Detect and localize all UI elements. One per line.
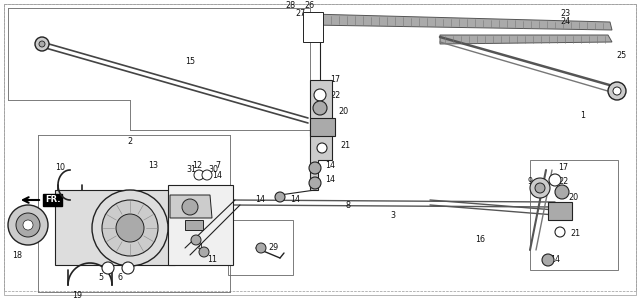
Circle shape [530, 178, 550, 198]
Text: 12: 12 [192, 161, 202, 170]
Text: 15: 15 [185, 57, 195, 66]
Bar [530, 160, 618, 270]
Circle shape [613, 87, 621, 95]
Text: 17: 17 [558, 164, 568, 173]
Text: 10: 10 [55, 164, 65, 173]
Circle shape [23, 220, 33, 230]
Circle shape [608, 82, 626, 100]
Circle shape [317, 143, 327, 153]
Text: 22: 22 [558, 178, 568, 187]
Text: 25: 25 [616, 51, 627, 60]
Text: 20: 20 [568, 193, 578, 202]
Text: 21: 21 [340, 141, 350, 150]
Circle shape [313, 101, 327, 115]
Text: 22: 22 [330, 91, 340, 100]
Circle shape [194, 170, 204, 180]
Circle shape [309, 162, 321, 174]
Circle shape [39, 41, 45, 47]
Text: 26: 26 [304, 1, 314, 10]
Bar [168, 185, 233, 265]
Circle shape [16, 213, 40, 237]
Text: 31: 31 [186, 166, 196, 175]
Text: 14: 14 [290, 196, 300, 205]
Text: 30: 30 [208, 166, 218, 175]
Circle shape [122, 262, 134, 274]
Text: 6: 6 [118, 274, 123, 283]
Text: 11: 11 [207, 256, 217, 265]
Circle shape [35, 37, 49, 51]
Circle shape [535, 183, 545, 193]
Text: 16: 16 [475, 236, 485, 245]
Text: 8: 8 [345, 201, 350, 210]
Text: 1: 1 [580, 111, 585, 120]
Text: 23: 23 [560, 10, 570, 19]
Text: FR.: FR. [45, 196, 61, 205]
Circle shape [555, 227, 565, 237]
Circle shape [102, 200, 158, 256]
Text: 14: 14 [255, 196, 265, 205]
Text: 14: 14 [550, 256, 560, 265]
Text: 4: 4 [198, 243, 203, 252]
Circle shape [191, 235, 201, 245]
Circle shape [182, 199, 198, 215]
Text: 20: 20 [338, 108, 348, 117]
Circle shape [102, 262, 114, 274]
Circle shape [555, 185, 569, 199]
Text: 9: 9 [528, 178, 533, 187]
Polygon shape [55, 190, 175, 265]
Bar [310, 118, 335, 136]
Text: 3: 3 [390, 210, 395, 219]
Bar [185, 220, 203, 230]
Text: 18: 18 [12, 251, 22, 260]
Text: 14: 14 [212, 170, 222, 179]
Polygon shape [310, 80, 332, 190]
Bar [228, 220, 293, 275]
Text: 7: 7 [215, 161, 220, 170]
Circle shape [549, 174, 561, 186]
Circle shape [542, 254, 554, 266]
Circle shape [116, 214, 144, 242]
Text: 24: 24 [560, 18, 570, 27]
Text: 17: 17 [330, 76, 340, 85]
Circle shape [199, 247, 209, 257]
Circle shape [275, 192, 285, 202]
Bar [303, 12, 323, 42]
Text: 27: 27 [295, 10, 305, 19]
Circle shape [202, 170, 212, 180]
Text: 21: 21 [570, 230, 580, 239]
Polygon shape [170, 195, 212, 218]
Text: 14: 14 [325, 161, 335, 170]
Circle shape [309, 177, 321, 189]
Circle shape [8, 205, 48, 245]
Bar [548, 202, 572, 220]
Text: 28: 28 [285, 1, 295, 10]
Polygon shape [440, 35, 612, 44]
Text: 5: 5 [98, 274, 103, 283]
Text: 14: 14 [325, 176, 335, 184]
Text: 29: 29 [268, 243, 278, 252]
Circle shape [314, 89, 326, 101]
Text: 13: 13 [148, 161, 158, 170]
Text: 19: 19 [72, 291, 82, 299]
Text: 2: 2 [127, 138, 132, 147]
Circle shape [92, 190, 168, 266]
Polygon shape [310, 14, 612, 30]
Circle shape [256, 243, 266, 253]
